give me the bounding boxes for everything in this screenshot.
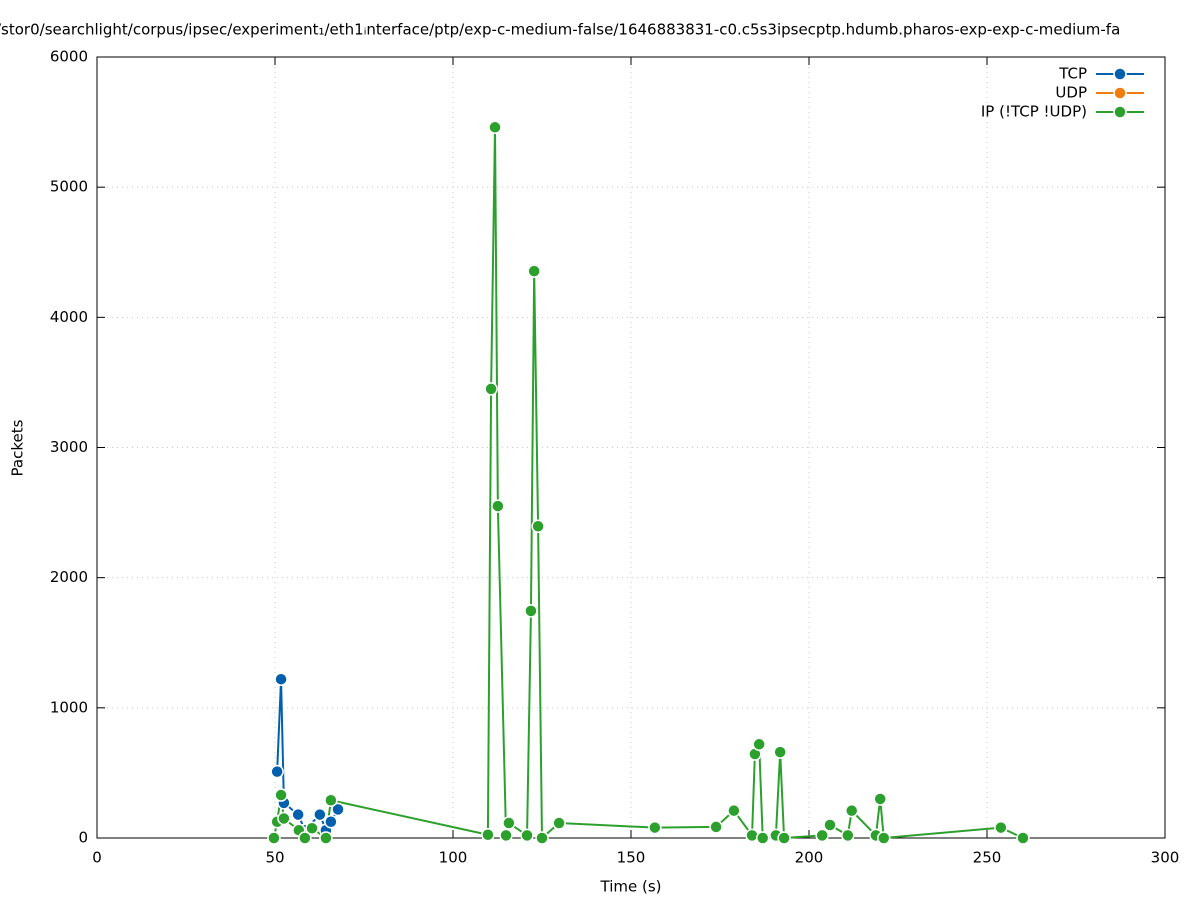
y-tick-label: 0 <box>78 829 88 847</box>
data-point <box>484 382 498 396</box>
data-point <box>274 788 288 802</box>
data-point <box>267 831 281 845</box>
data-point <box>298 831 312 845</box>
data-point <box>481 827 495 842</box>
data-point <box>324 814 338 829</box>
data-point <box>873 792 887 806</box>
data-point <box>755 831 770 845</box>
data-point <box>491 499 505 513</box>
legend-label: TCP <box>1058 65 1087 83</box>
data-point <box>777 831 791 845</box>
x-tick-label: 0 <box>92 849 102 867</box>
data-point <box>488 120 502 135</box>
data-point <box>535 831 549 845</box>
data-point <box>727 803 741 818</box>
data-point <box>270 764 284 779</box>
data-point <box>331 802 345 817</box>
data-point <box>274 672 288 686</box>
data-point <box>1016 831 1030 845</box>
data-point <box>552 816 566 830</box>
legend-label: IP (!TCP !UDP) <box>981 103 1087 121</box>
data-point <box>520 828 534 843</box>
data-point <box>305 821 319 835</box>
x-tick-label: 250 <box>973 849 1002 867</box>
data-point <box>291 807 305 822</box>
data-point <box>277 811 291 826</box>
y-tick-label: 6000 <box>50 48 88 66</box>
legend-label: UDP <box>1055 84 1087 102</box>
data-point <box>524 604 538 618</box>
legend-marker <box>1113 86 1127 100</box>
y-tick-label: 2000 <box>50 568 88 586</box>
data-point <box>499 828 513 843</box>
data-point <box>648 820 662 835</box>
data-point <box>313 807 327 822</box>
data-point <box>324 793 338 808</box>
y-tick-label: 4000 <box>50 308 88 326</box>
legend-marker <box>1113 67 1127 81</box>
data-point <box>319 831 333 845</box>
data-point <box>709 820 723 834</box>
data-point <box>841 828 855 843</box>
series-line <box>272 127 1024 841</box>
x-tick-label: 150 <box>617 849 646 867</box>
data-point <box>994 820 1008 835</box>
y-tick-label: 3000 <box>50 438 88 456</box>
y-tick-label: 5000 <box>50 178 88 196</box>
x-tick-label: 100 <box>439 849 468 867</box>
x-axis-label: Time (s) <box>600 878 662 896</box>
y-axis-label: Packets <box>9 419 27 476</box>
legend-marker <box>1113 105 1127 119</box>
data-point <box>527 264 541 278</box>
plot-border <box>96 56 1166 839</box>
data-point <box>502 816 516 830</box>
data-point <box>823 818 837 832</box>
x-tick-label: 300 <box>1151 849 1180 867</box>
data-point <box>773 745 787 759</box>
data-point <box>752 737 766 752</box>
data-point <box>844 803 859 818</box>
data-point <box>531 519 545 534</box>
data-point <box>815 828 829 843</box>
data-point <box>877 831 891 845</box>
x-tick-label: 50 <box>265 849 284 867</box>
x-tick-label: 200 <box>795 849 824 867</box>
chart-title: /stor0/searchlight/corpus/ipsec/experime… <box>0 21 1120 39</box>
y-tick-label: 1000 <box>50 698 88 716</box>
